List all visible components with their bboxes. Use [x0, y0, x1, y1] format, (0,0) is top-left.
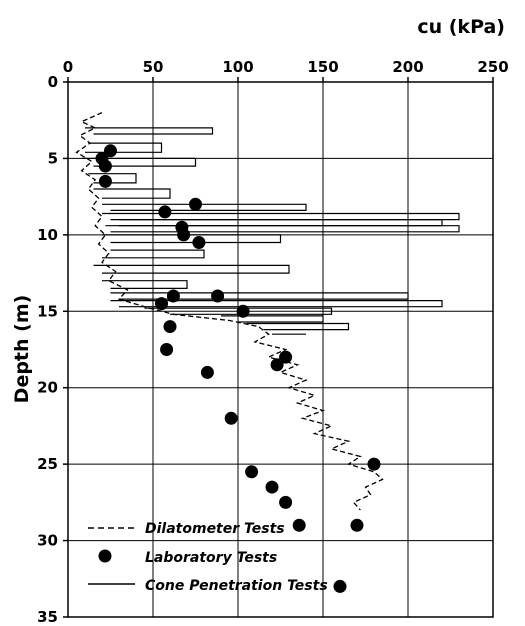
- laboratory-point: [279, 495, 293, 509]
- x-tick-label: 100: [222, 58, 253, 76]
- cone-penetration-line: [246, 322, 350, 331]
- legend-cone-label: Cone Penetration Tests: [145, 578, 328, 594]
- laboratory-point: [279, 350, 293, 364]
- cone-penetration-line: [85, 142, 163, 153]
- laboratory-point: [367, 457, 381, 471]
- laboratory-point: [224, 411, 238, 425]
- laboratory-point: [245, 465, 259, 479]
- cone-penetration-line: [105, 225, 460, 233]
- cone-penetration-line: [110, 300, 443, 308]
- cone-penetration-line: [93, 264, 290, 274]
- laboratory-point: [265, 480, 279, 494]
- cone-penetration-line: [144, 307, 333, 315]
- cone-penetration-line: [102, 234, 282, 244]
- cone-penetration-line: [102, 212, 460, 221]
- x-tick-label: 150: [307, 58, 338, 76]
- x-axis-title: cu (kPa): [417, 16, 505, 38]
- cone-penetration-line: [110, 219, 443, 227]
- laboratory-point: [160, 343, 174, 356]
- y-tick-label: 10: [37, 226, 58, 244]
- y-tick-label: 5: [48, 149, 58, 167]
- cone-penetration-line: [110, 292, 409, 300]
- cone-penetration-line: [221, 315, 324, 323]
- y-ticks: 0 5 10 15 20 25 30 35: [37, 73, 68, 626]
- y-tick-label: 0: [48, 73, 58, 91]
- cone-penetration-line: [88, 173, 137, 184]
- cone-penetration-line: [102, 203, 307, 211]
- laboratory-point: [158, 205, 172, 219]
- y-tick-label: 30: [37, 532, 58, 550]
- y-axis-title: Depth (m): [11, 295, 33, 404]
- y-tick-label: 25: [37, 455, 58, 473]
- x-tick-label: 50: [143, 58, 164, 76]
- cone-penetration-line: [102, 280, 188, 289]
- plot-series: [75, 112, 460, 593]
- x-tick-label: 250: [477, 58, 508, 76]
- x-tick-label: 200: [392, 58, 423, 76]
- laboratory-point: [333, 579, 347, 593]
- laboratory-point: [292, 518, 306, 532]
- cone-penetration-line: [81, 157, 197, 167]
- cone-penetration-line: [93, 188, 171, 199]
- laboratory-point: [270, 358, 284, 372]
- laboratory-point: [200, 365, 214, 379]
- legend: Dilatometer Tests Laboratory Tests Cone …: [88, 521, 328, 594]
- legend-dilatometer-label: Dilatometer Tests: [145, 521, 285, 537]
- x-ticks: 0 50 100 150 200 250: [63, 58, 509, 82]
- laboratory-point: [350, 518, 364, 532]
- laboratory-point: [104, 144, 117, 158]
- y-tick-label: 20: [37, 379, 58, 397]
- cone-penetration-line: [85, 127, 214, 135]
- cone-penetration-line: [102, 249, 205, 259]
- plot-frame: [67, 81, 494, 618]
- legend-laboratory-label: Laboratory Tests: [145, 550, 277, 566]
- y-tick-label: 35: [37, 608, 58, 626]
- laboratory-point: [163, 320, 177, 334]
- legend-laboratory-marker: [98, 549, 112, 563]
- y-tick-label: 15: [37, 302, 58, 320]
- laboratory-point: [98, 174, 112, 188]
- dilatometer-line: [75, 112, 384, 511]
- x-tick-label: 0: [63, 58, 73, 76]
